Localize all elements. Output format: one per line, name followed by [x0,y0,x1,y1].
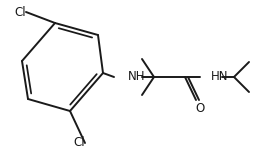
Text: Cl: Cl [73,137,85,150]
Text: NH: NH [128,71,145,84]
Text: Cl: Cl [14,5,26,18]
Text: HN: HN [211,71,229,84]
Text: O: O [195,102,205,115]
